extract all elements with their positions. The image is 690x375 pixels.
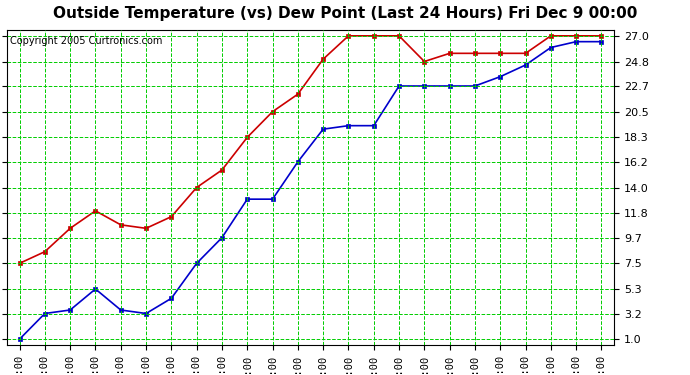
- Text: Copyright 2005 Curtronics.com: Copyright 2005 Curtronics.com: [10, 36, 162, 46]
- Text: Outside Temperature (vs) Dew Point (Last 24 Hours) Fri Dec 9 00:00: Outside Temperature (vs) Dew Point (Last…: [53, 6, 637, 21]
